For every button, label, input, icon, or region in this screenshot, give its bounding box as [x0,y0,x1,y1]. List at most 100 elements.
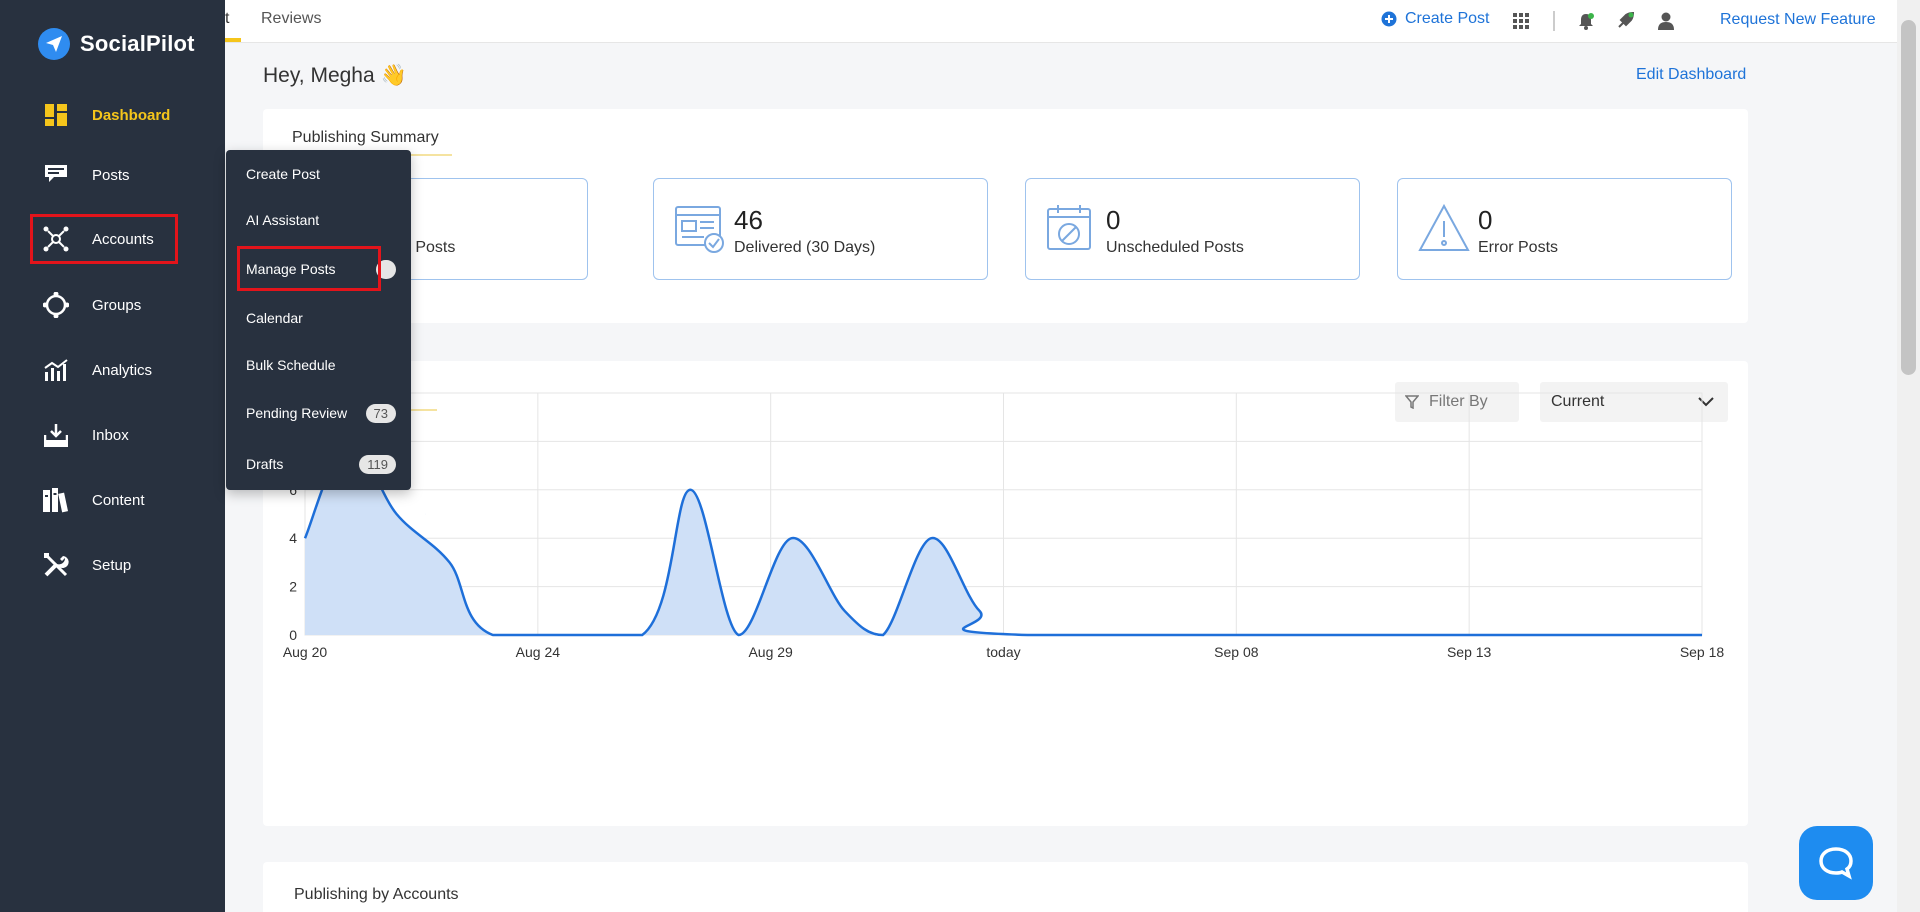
chart-y-tick-label: 0 [289,627,297,643]
user-profile-icon[interactable] [1655,10,1677,32]
flyout-item-bulk-schedule[interactable]: Bulk Schedule [246,347,396,383]
help-chat-button[interactable] [1799,826,1873,900]
greeting-text: Hey, Megha [263,64,375,87]
setup-icon [42,551,70,579]
flyout-item-label: Pending Review [246,405,348,421]
divider [1553,11,1555,31]
waving-hand-emoji: 👋 [380,64,407,87]
content-icon [42,486,70,514]
chart-grid [304,392,1703,636]
chart-x-tick-label: today [986,644,1020,660]
sidebar-item-dashboard[interactable]: Dashboard [30,93,178,137]
flyout-item-label: Manage Posts [246,261,336,277]
posts-icon [42,161,70,189]
stat-label: Unscheduled Posts [1106,239,1244,256]
filter-funnel-icon [1405,395,1419,409]
calendar-blocked-icon [1046,203,1098,255]
flyout-item-label: Drafts [246,456,284,472]
sidebar-item-label: Inbox [92,426,129,444]
sidebar-item-label: Dashboard [92,106,171,124]
sidebar: SocialPilot Dashboard Posts Accounts Gro… [0,0,225,912]
sidebar-item-label: Posts [92,166,130,184]
flyout-item-label: Create Post [246,166,320,182]
brand-logo[interactable]: SocialPilot [38,28,195,60]
sidebar-item-content[interactable]: Content [30,478,178,522]
stat-value: 0 [1106,205,1121,235]
stat-label: d Posts [402,239,456,256]
sidebar-item-accounts[interactable]: Accounts [30,214,178,264]
create-post-label: Create Post [1405,10,1490,27]
sidebar-item-label: Accounts [92,230,154,248]
filter-by-label: Filter By [1429,393,1488,410]
tab-reviews[interactable]: Reviews [261,10,322,27]
page-greeting: Hey, Megha 👋 [263,64,407,88]
chat-bubble-icon [1819,847,1853,880]
flyout-item-calendar[interactable]: Calendar [246,300,396,336]
sidebar-item-setup[interactable]: Setup [30,543,178,587]
filter-by-button[interactable]: Filter By [1395,382,1519,422]
posts-flyout-menu: Create Post AI Assistant Manage Posts Ca… [226,150,411,490]
groups-icon [42,291,70,319]
flyout-item-manage-posts[interactable]: Manage Posts [246,251,396,287]
stat-delivered[interactable]: 46 Delivered (30 Days) [653,178,988,280]
sidebar-item-label: Analytics [92,361,153,379]
active-tab-indicator [225,38,241,42]
flyout-item-create-post[interactable]: Create Post [246,156,396,192]
chart-x-tick-label: Sep 13 [1447,644,1492,660]
create-post-button[interactable]: Create Post [1381,10,1489,28]
stat-value: 46 [734,205,763,235]
page-scrollbar[interactable] [1897,0,1920,912]
chart-y-tick-label: 2 [289,579,297,595]
paper-plane-icon [38,28,70,60]
stat-label: Error Posts [1478,239,1559,256]
plus-circle-icon [1381,11,1397,27]
flyout-item-pending-review[interactable]: Pending Review 73 [246,395,396,431]
edit-dashboard-link[interactable]: Edit Dashboard [1636,66,1747,83]
dashboard-icon [42,101,70,129]
flyout-item-drafts[interactable]: Drafts 119 [246,446,396,482]
sidebar-item-label: Setup [92,556,132,574]
period-select[interactable]: Current [1540,382,1728,422]
stat-label: Delivered (30 Days) [734,239,876,256]
warning-triangle-icon [1418,203,1470,255]
section-title: Publishing by Accounts [294,886,459,903]
tab-partial[interactable]: t [225,10,230,27]
sidebar-item-posts[interactable]: Posts [30,153,178,197]
stat-value: 0 [1478,205,1493,235]
chart-x-tick-label: Sep 18 [1680,644,1725,660]
flyout-item-badge: 119 [359,454,396,474]
section-title: Publishing Summary [292,129,439,146]
scrollbar-thumb[interactable] [1901,20,1916,375]
request-feature-link[interactable]: Request New Feature [1720,11,1876,28]
flyout-item-ai-assistant[interactable]: AI Assistant [246,202,396,238]
stat-unscheduled[interactable]: 0 Unscheduled Posts [1025,178,1360,280]
chart-area-fill [305,441,1702,635]
highlight-box [237,246,381,291]
flyout-item-label: AI Assistant [246,212,320,228]
sidebar-item-inbox[interactable]: Inbox [30,413,178,457]
publishing-by-accounts-card: Publishing by Accounts [263,862,1748,912]
flyout-item-badge [376,259,396,279]
chart-x-tick-label: Aug 24 [516,644,561,660]
period-select-value: Current [1551,393,1605,410]
delivered-document-icon [674,203,726,255]
sidebar-item-label: Content [92,491,145,509]
brand-name: SocialPilot [80,31,195,56]
top-bar: t Reviews Create Post Request New Featur… [225,0,1897,43]
analytics-icon [42,356,70,384]
chart-series-line [303,440,1702,637]
rocket-icon[interactable] [1614,10,1636,32]
inbox-icon [42,421,70,449]
sidebar-item-groups[interactable]: Groups [30,283,178,327]
flyout-item-label: Bulk Schedule [246,357,336,373]
bell-icon[interactable] [1575,10,1597,32]
flyout-item-badge: 73 [365,403,396,423]
flyout-item-label: Calendar [246,310,303,326]
stat-error-posts[interactable]: 0 Error Posts [1397,178,1732,280]
apps-grid-icon[interactable] [1510,10,1532,32]
chart-x-tick-label: Sep 08 [1214,644,1259,660]
sidebar-item-analytics[interactable]: Analytics [30,348,178,392]
chart-y-tick-label: 4 [289,530,297,546]
